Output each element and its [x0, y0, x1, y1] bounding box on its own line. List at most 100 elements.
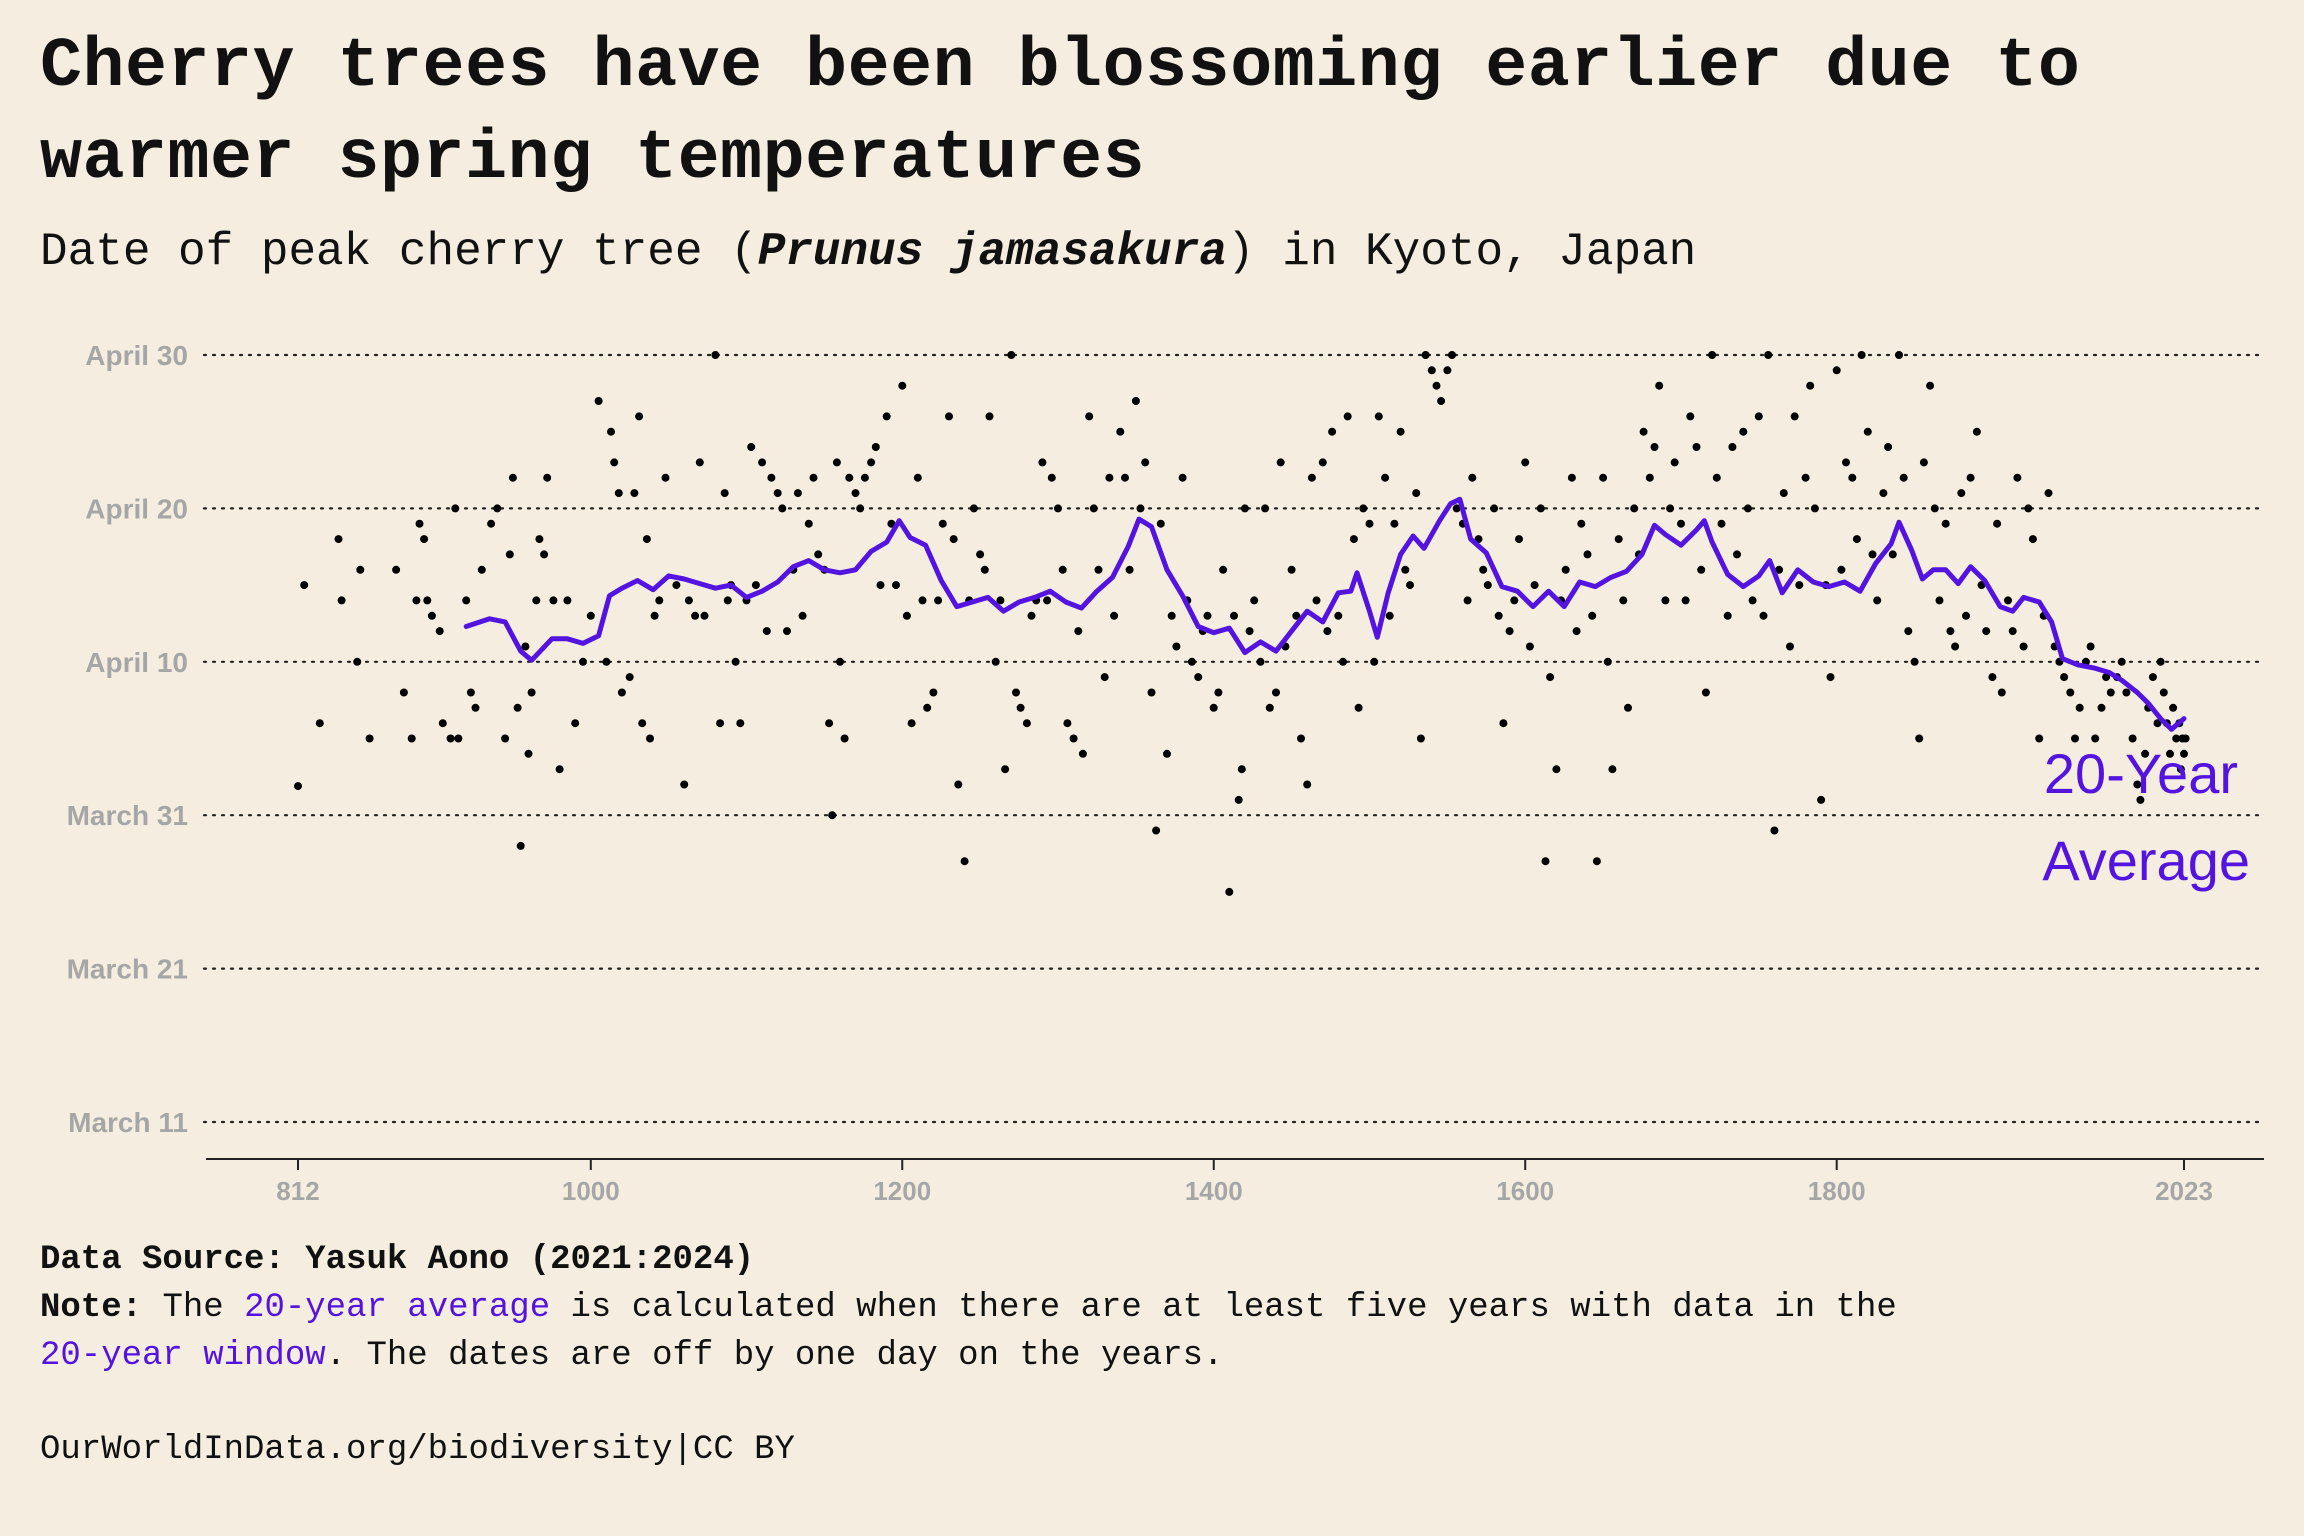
data-point: [586, 611, 595, 620]
data-point: [1245, 627, 1254, 636]
data-point: [836, 657, 844, 666]
data-point: [2148, 673, 2157, 682]
data-point: [315, 719, 324, 728]
data-point: [1349, 535, 1358, 544]
credit-separator: |: [672, 1431, 693, 1469]
data-point: [1156, 519, 1165, 528]
data-point: [1499, 719, 1508, 728]
data-point: [543, 473, 552, 482]
data-point: [1837, 565, 1846, 574]
data-point: [2019, 642, 2028, 651]
data-point: [642, 535, 651, 544]
data-point: [1339, 657, 1347, 666]
data-point: [1187, 657, 1196, 666]
data-point: [1592, 857, 1601, 866]
data-point: [407, 734, 416, 743]
data-point: [1063, 719, 1072, 728]
data-point: [1100, 673, 1109, 682]
note-text-2: is calculated when there are at least fi…: [570, 1289, 1897, 1327]
data-point: [960, 857, 969, 866]
data-point: [1743, 504, 1752, 513]
data-point: [1926, 381, 1935, 390]
data-point: [1857, 351, 1866, 359]
data-point: [1054, 504, 1062, 513]
data-point: [1463, 596, 1472, 605]
data-point: [1888, 550, 1897, 559]
data-point: [1966, 473, 1975, 482]
data-point: [1552, 765, 1561, 774]
data-point: [2028, 535, 2037, 544]
data-point: [1385, 611, 1394, 620]
data-point: [1697, 565, 1706, 574]
data-point: [2097, 703, 2106, 712]
data-point: [793, 489, 802, 498]
data-point: [1240, 504, 1249, 513]
data-point: [1136, 504, 1145, 513]
source-url[interactable]: OurWorldInData.org/biodiversity: [40, 1431, 673, 1469]
data-point: [540, 550, 549, 559]
data-point: [1957, 489, 1966, 498]
data-point: [825, 719, 834, 728]
data-point: [1468, 473, 1477, 482]
data-point: [1121, 473, 1129, 482]
data-point: [2128, 734, 2137, 743]
data-point: [814, 550, 823, 559]
data-point: [1256, 657, 1265, 666]
data-point: [1599, 473, 1608, 482]
y-tick-label: April 10: [85, 647, 188, 678]
data-point: [1603, 657, 1612, 666]
data-point: [1915, 734, 1924, 743]
data-point: [1661, 596, 1670, 605]
data-point: [1873, 596, 1882, 605]
data-point: [1806, 381, 1815, 390]
data-point: [1494, 611, 1503, 620]
data-point: [845, 473, 854, 482]
y-tick-label: March 21: [67, 954, 188, 985]
data-point: [423, 596, 432, 605]
data-point: [1250, 596, 1259, 605]
data-point: [918, 596, 927, 605]
data-point: [614, 489, 623, 498]
subtitle-species: Prunus jamasakura: [757, 226, 1227, 278]
data-point: [1172, 642, 1181, 651]
data-point: [1152, 826, 1161, 835]
data-point: [435, 627, 444, 636]
data-point: [1852, 535, 1861, 544]
data-point: [650, 611, 659, 620]
data-point: [1614, 535, 1623, 544]
data-point: [1396, 427, 1405, 436]
data-point: [365, 734, 374, 743]
data-point: [1483, 581, 1492, 590]
data-point: [1779, 489, 1788, 498]
data-point: [1645, 473, 1654, 482]
data-point: [954, 780, 963, 789]
data-point: [2102, 673, 2111, 682]
data-point: [1178, 473, 1187, 482]
data-point: [902, 611, 911, 620]
data-point: [487, 519, 496, 528]
data-point: [1390, 519, 1399, 528]
data-point: [1810, 504, 1819, 513]
y-gridlines: [202, 353, 2266, 1124]
data-point: [337, 596, 346, 605]
data-point: [1147, 688, 1156, 697]
data-point: [1842, 458, 1850, 467]
data-point: [840, 734, 849, 743]
data-point: [1265, 703, 1274, 712]
data-point: [1276, 458, 1285, 467]
data-point: [1479, 565, 1488, 574]
credit-line: OurWorldInData.org/biodiversity|CC BY: [40, 1426, 795, 1474]
data-point: [661, 473, 670, 482]
data-point: [1012, 688, 1020, 697]
data-point: [1790, 412, 1799, 421]
data-point: [2180, 749, 2188, 758]
data-point: [1406, 581, 1414, 590]
data-point: [929, 688, 938, 697]
data-source: Data Source: Yasuk Aono (2021:2024): [40, 1236, 754, 1284]
data-point: [1125, 565, 1134, 574]
data-point: [1297, 734, 1305, 743]
data-point: [1323, 627, 1332, 636]
data-point: [1786, 642, 1794, 651]
data-point: [2008, 627, 2017, 636]
data-point: [762, 627, 771, 636]
